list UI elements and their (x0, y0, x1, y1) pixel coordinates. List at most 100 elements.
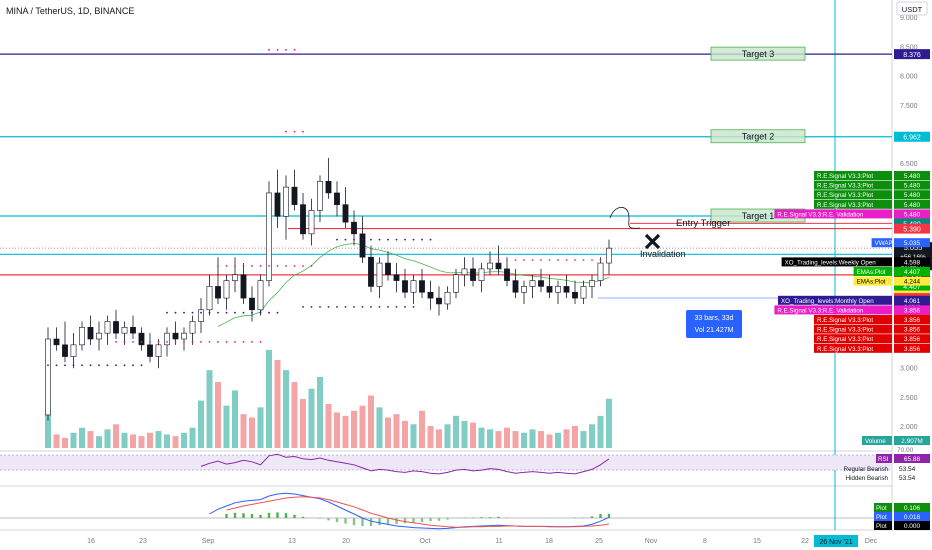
indicator-tag-value: 3.856 (904, 346, 921, 353)
volume-bar (164, 434, 170, 448)
indicator-tag-label: EMAs:Plot (857, 279, 886, 286)
price-tick: 7.500 (900, 103, 918, 110)
candle-body (300, 204, 306, 235)
volume-bar (104, 429, 111, 448)
macd-value-bg (894, 521, 930, 530)
candle (130, 315, 136, 339)
price-tick: 8.000 (900, 74, 918, 81)
volume-bar (487, 429, 493, 448)
measure-box-rect (686, 310, 742, 338)
macd-hist-bar (293, 514, 296, 518)
indicator-tag-label: R.E.Signal V3.3:Plot (817, 327, 873, 334)
rsi-tag-label: RSI (878, 456, 889, 463)
signal-dot (217, 311, 219, 314)
indicator-tag-value-bg (894, 315, 930, 324)
price-axis[interactable]: 9.0008.5008.0007.5007.0006.5006.0005.500… (894, 15, 932, 431)
macd-hist-bar (233, 512, 237, 518)
candle (529, 274, 536, 299)
price-label-text: 4.598 (903, 273, 921, 280)
invalidation-icon (644, 233, 661, 250)
volume-bar (274, 360, 281, 448)
indicator-tag-value-bg (894, 343, 930, 353)
candle-body (232, 274, 238, 281)
indicator-tag-bg (814, 315, 892, 324)
macd-hist-bar (242, 513, 245, 518)
indicator-tag-bg (781, 257, 892, 267)
signal-dot (523, 259, 525, 262)
signal-dot (285, 48, 287, 51)
macd-hist-bar (386, 518, 390, 525)
signal-dot (353, 238, 355, 241)
indicator-tag-label: R.E.Signal V3.3:Plot (817, 173, 873, 180)
candle-body (172, 332, 179, 340)
macd-hist-bar (599, 514, 602, 518)
time-tick: 22 (801, 538, 809, 545)
rsi-line (200, 453, 610, 475)
candle (62, 321, 68, 363)
indicator-tag-label: R.E.Signal V3.3:Plot (817, 336, 873, 343)
signal-dot (64, 364, 66, 367)
candle-body (606, 247, 612, 264)
signal-dot (98, 364, 100, 367)
signal-dot (157, 341, 160, 343)
indicator-tag: R.E.Signal V3.3:Plot 3.856 (814, 324, 930, 334)
volume-tag-bg (862, 436, 892, 445)
volume-bar (546, 434, 553, 448)
volume-bar (121, 432, 128, 448)
macd-plot-tag: Plot 0.106 (874, 503, 930, 512)
candle (325, 157, 332, 199)
signal-dot (327, 305, 330, 308)
volume-value-bg (894, 436, 930, 445)
signal-dot (276, 265, 279, 267)
signal-dot (217, 265, 219, 267)
price-label: 6.962 (894, 131, 930, 142)
currency-toggle-icon[interactable]: USDT (896, 1, 928, 16)
time-tick: Sep (202, 538, 215, 545)
indicator-tag-value-bg (894, 171, 930, 180)
volume-bar (240, 414, 247, 448)
candle-body (376, 262, 383, 287)
candle-body (385, 262, 391, 276)
price-tick: 3.000 (900, 366, 918, 373)
macd-signal-line (226, 496, 610, 528)
indicator-tag-label: R.E.Signal V3.3:Plot (817, 183, 873, 190)
time-tick: Nov (645, 538, 658, 545)
candle (512, 268, 519, 299)
candle (138, 327, 145, 351)
candle-body (53, 338, 60, 346)
time-axis[interactable]: 16 23 Sep 13 20 Oct 11 18 25 Nov 8 15 22 Dec 26 Nov '2… (87, 535, 878, 547)
signal-dot (242, 311, 245, 314)
candle-body (444, 291, 451, 305)
signal-dot (378, 238, 381, 241)
candle-body (563, 286, 570, 293)
candle (376, 257, 383, 299)
indicator-tag-value: 3.856 (904, 336, 921, 343)
candle-body (189, 321, 196, 334)
macd-hist-bar (318, 518, 322, 519)
signal-dot (582, 259, 585, 262)
target-label: Target 3 (742, 49, 775, 59)
price-label-bg (894, 281, 930, 292)
indicator-tag: R.E.Signal V3.3:Plot 5.480 (814, 190, 930, 200)
candle (410, 274, 417, 304)
candle-body (87, 327, 94, 340)
macd-plot-tag: Plot 0.018 (874, 512, 930, 521)
signal-dot (591, 259, 593, 262)
candle-body (249, 297, 255, 311)
signal-dot (387, 238, 389, 241)
signal-dot (225, 311, 228, 314)
indicator-tag-label: XO_Trading_levels:Monthly Open (781, 298, 874, 305)
indicator-tag: R.E.Signal V3.3:Plot 5.480 (814, 199, 930, 209)
time-tick: 25 (595, 538, 603, 545)
indicator-tag-value-bg (894, 305, 930, 315)
macd-plot-label: Plot (876, 505, 887, 512)
signal-dot (89, 364, 92, 367)
indicator-tag: R.E.Signal V3.3:Plot 5.480 (814, 180, 930, 190)
indicator-tag-bg (814, 171, 892, 180)
candle-body (334, 192, 340, 205)
indicator-tag-label: R.E.Signal V3.3:R.E. Validation (777, 307, 863, 314)
candle-body (257, 280, 264, 311)
candle (240, 263, 247, 304)
candle (555, 280, 561, 304)
